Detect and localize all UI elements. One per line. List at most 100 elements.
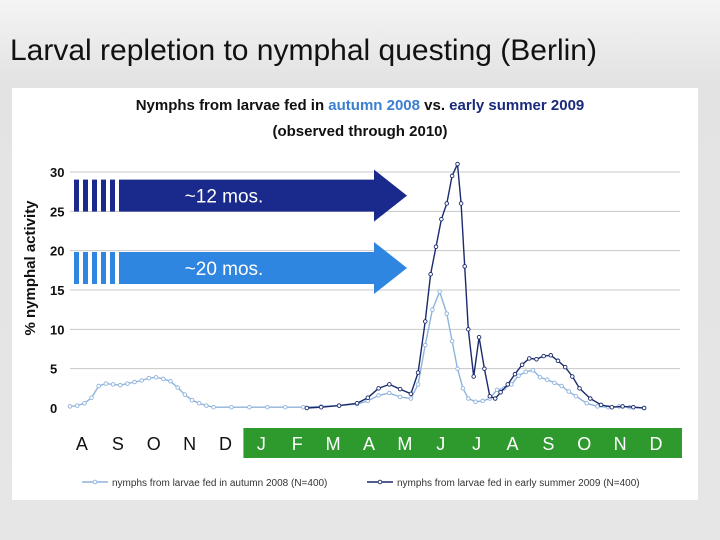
data-point bbox=[494, 387, 500, 393]
data-point bbox=[422, 319, 428, 324]
data-point bbox=[117, 382, 123, 388]
data-point bbox=[537, 375, 543, 380]
data-point bbox=[428, 272, 433, 277]
data-point bbox=[336, 403, 342, 408]
data-point bbox=[415, 382, 421, 387]
data-point bbox=[552, 380, 557, 386]
data-point bbox=[631, 404, 636, 410]
arrow-tail-stripe bbox=[83, 251, 88, 284]
data-point bbox=[482, 366, 487, 371]
data-point bbox=[455, 161, 460, 167]
data-point bbox=[196, 401, 202, 406]
data-point bbox=[430, 307, 435, 312]
data-point bbox=[67, 404, 73, 409]
data-point bbox=[598, 402, 604, 408]
data-point bbox=[523, 369, 528, 375]
chart-title: Nymphs from larvae fed in autumn 2008 vs… bbox=[136, 97, 585, 114]
arrow-body bbox=[119, 169, 407, 222]
chart-svg: Nymphs from larvae fed in autumn 2008 vs… bbox=[22, 97, 683, 489]
data-point bbox=[471, 374, 476, 379]
data-point bbox=[437, 289, 442, 294]
y-tick-label: 0 bbox=[50, 401, 57, 416]
month-label: D bbox=[650, 434, 663, 454]
data-point bbox=[462, 264, 467, 269]
data-point bbox=[433, 244, 439, 249]
data-point bbox=[458, 201, 464, 206]
y-tick-label: 5 bbox=[50, 362, 57, 377]
data-point bbox=[555, 358, 561, 364]
month-label: S bbox=[542, 434, 554, 454]
month-label: F bbox=[292, 434, 303, 454]
y-tick-label: 10 bbox=[50, 322, 64, 337]
data-point bbox=[132, 379, 137, 385]
data-point bbox=[247, 404, 252, 410]
month-label: J bbox=[436, 434, 445, 454]
arrow-label: ~20 mos. bbox=[185, 259, 264, 280]
data-point bbox=[455, 366, 460, 371]
month-label: O bbox=[577, 434, 591, 454]
data-point bbox=[566, 389, 572, 394]
data-point bbox=[449, 338, 455, 344]
legend-item-1: nymphs from larvae fed in autumn 2008 (N… bbox=[82, 478, 327, 489]
data-point bbox=[125, 381, 130, 386]
annotation-arrow-1: ~12 mos. bbox=[74, 169, 407, 222]
month-label: A bbox=[76, 434, 88, 454]
data-point bbox=[82, 401, 87, 406]
data-point bbox=[304, 405, 310, 411]
series-line bbox=[69, 289, 645, 409]
month-label: D bbox=[219, 434, 232, 454]
data-point bbox=[444, 311, 450, 316]
data-point bbox=[492, 396, 498, 401]
data-point bbox=[530, 367, 536, 373]
data-point bbox=[595, 404, 600, 409]
data-point bbox=[449, 173, 455, 179]
data-point bbox=[387, 390, 392, 396]
arrow-body bbox=[119, 241, 407, 294]
y-tick-label: 30 bbox=[50, 165, 64, 180]
data-point bbox=[570, 374, 575, 379]
data-point bbox=[96, 383, 101, 389]
arrow-tail-stripe bbox=[92, 179, 97, 212]
annotation-arrows: ~12 mos. ~20 mos. bbox=[74, 169, 407, 294]
data-point bbox=[480, 398, 485, 404]
series-lines bbox=[67, 161, 647, 411]
data-point bbox=[318, 404, 324, 410]
data-point bbox=[397, 386, 403, 392]
arrow-tail-stripe bbox=[92, 251, 97, 284]
data-point bbox=[110, 382, 116, 387]
chart-panel: Nymphs from larvae fed in autumn 2008 vs… bbox=[12, 88, 698, 500]
legend: nymphs from larvae fed in autumn 2008 (N… bbox=[82, 478, 640, 489]
month-label: J bbox=[472, 434, 481, 454]
data-point bbox=[408, 396, 414, 401]
legend-item-2: nymphs from larvae fed in early summer 2… bbox=[367, 478, 640, 489]
data-point bbox=[544, 377, 550, 382]
data-point bbox=[146, 375, 152, 381]
data-point bbox=[509, 382, 514, 387]
data-point bbox=[354, 401, 360, 406]
month-label: M bbox=[326, 434, 341, 454]
annotation-arrow-2: ~20 mos. bbox=[74, 241, 407, 294]
data-point bbox=[444, 201, 450, 206]
data-point bbox=[498, 390, 503, 395]
data-point bbox=[189, 397, 195, 403]
slide-title: Larval repletion to nymphal questing (Be… bbox=[10, 34, 597, 67]
month-label: N bbox=[183, 434, 196, 454]
month-label: J bbox=[257, 434, 266, 454]
legend-label: nymphs from larvae fed in early summer 2… bbox=[397, 478, 640, 489]
data-point bbox=[175, 385, 180, 390]
series-1 bbox=[67, 289, 647, 411]
month-label: N bbox=[614, 434, 627, 454]
arrow-tail-stripe bbox=[110, 251, 115, 284]
data-point bbox=[577, 386, 582, 391]
month-label: S bbox=[112, 434, 124, 454]
data-point bbox=[609, 404, 615, 410]
data-point bbox=[168, 379, 173, 384]
y-tick-label: 20 bbox=[50, 244, 64, 259]
data-point bbox=[460, 386, 466, 391]
data-point bbox=[466, 396, 471, 401]
data-point bbox=[541, 353, 546, 359]
legend-marker bbox=[92, 479, 98, 485]
arrow-tail-stripe bbox=[74, 179, 79, 212]
data-point bbox=[516, 373, 521, 378]
data-point bbox=[584, 401, 589, 406]
